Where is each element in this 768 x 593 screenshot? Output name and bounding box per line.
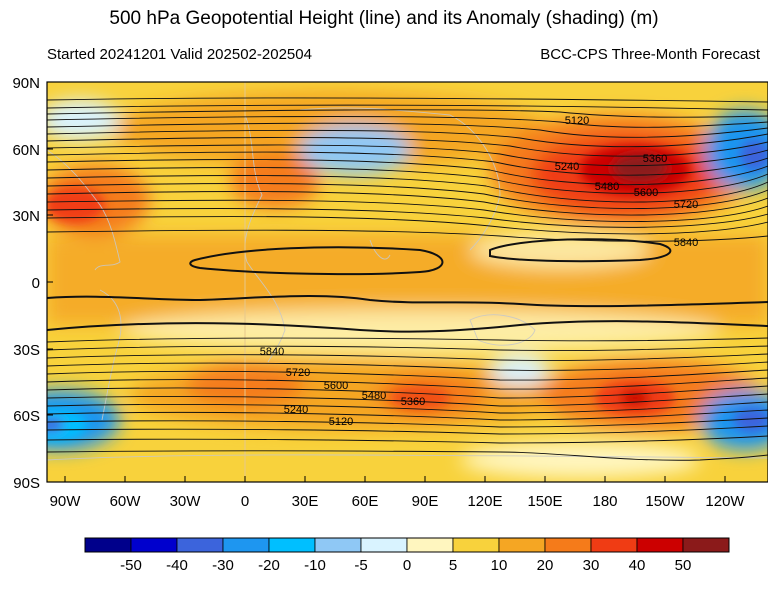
colorbar-swatch (84, 537, 132, 553)
colorbar-swatch (406, 537, 454, 553)
lon-label: 150W (645, 493, 685, 510)
contour-label: 5360 (401, 396, 425, 408)
height-contours-south (47, 337, 768, 461)
eq-contour-line (47, 294, 768, 308)
colorbar-swatch (360, 537, 408, 553)
contour-label: 5720 (286, 367, 310, 379)
colorbar-label: -30 (212, 557, 234, 574)
axis-ticks (47, 81, 726, 483)
colorbar-swatch (636, 537, 684, 553)
height-contours-tropics (47, 238, 768, 333)
contour-label: 5240 (555, 161, 579, 173)
lon-label: 90E (412, 493, 439, 510)
pale-patch-eq (470, 232, 650, 268)
colorbar-label: 5 (448, 557, 458, 574)
tropical-closed-contour-east (489, 238, 672, 263)
red-indian-south (390, 386, 450, 410)
lon-labels: 90W 60W 30W 0 30E 60E 90E 120E 150E 180 … (50, 493, 746, 510)
lon-label: 0 (241, 493, 249, 510)
lat-label: 90S (13, 475, 40, 492)
colorbar-swatch (682, 537, 730, 553)
colorbar-label: 30 (582, 557, 600, 574)
lon-label: 90W (50, 493, 82, 510)
lon-label: 120W (705, 493, 745, 510)
contour-label: 5840 (674, 237, 698, 249)
colorbar-swatch (590, 537, 638, 553)
lon-label: 60E (352, 493, 379, 510)
lon-label: 120E (467, 493, 502, 510)
blue-east-core (734, 408, 768, 432)
colorbar-label: 40 (628, 557, 646, 574)
colorbar-swatch (130, 537, 178, 553)
tropical-closed-contour (189, 246, 444, 276)
colorbar-swatch (222, 537, 270, 553)
lightblue-arctic (47, 100, 120, 140)
colorbar-swatch (452, 537, 500, 553)
lat-label: 0 (32, 275, 40, 292)
lon-label: 180 (592, 493, 617, 510)
lat-labels: 90N 60N 30N 0 30S 60S 90S (12, 75, 40, 492)
lightblue-siberia (300, 125, 410, 175)
contour-label: 5600 (324, 380, 348, 392)
colorbar-label: 10 (490, 557, 508, 574)
lon-label: 60W (110, 493, 142, 510)
coast-antarctica (47, 454, 768, 461)
lat-label: 30N (12, 208, 40, 225)
lon-label: 30E (292, 493, 319, 510)
colorbar-swatch (544, 537, 592, 553)
coast-india (369, 239, 391, 260)
colorbar-label: 20 (536, 557, 554, 574)
orange-europe (230, 152, 320, 208)
contour-label: 5120 (565, 115, 589, 127)
lat-label: 60N (12, 142, 40, 159)
red-atlantic (47, 187, 105, 223)
contour-label: 5360 (643, 153, 667, 165)
colorbar-frame (84, 537, 730, 553)
deepblue-west-south (47, 409, 87, 441)
lat-label: 90N (12, 75, 40, 92)
model-name: BCC-CPS Three-Month Forecast (540, 46, 760, 63)
colorbar-label: -40 (166, 557, 188, 574)
colorbar (84, 537, 730, 553)
colorbar-label: 50 (674, 557, 692, 574)
colorbar-label: -50 (120, 557, 142, 574)
contour-label: 5720 (674, 199, 698, 211)
colorbar-label: 0 (402, 557, 412, 574)
colorbar-swatch (176, 537, 224, 553)
contour-labels: 5120 5240 5360 5480 5600 5720 5840 5840 … (260, 115, 698, 428)
colorbar-swatch (498, 537, 546, 553)
lat-label: 30S (13, 342, 40, 359)
colorbar-swatch (314, 537, 362, 553)
contour-label: 5600 (634, 187, 658, 199)
colorbar-swatch (268, 537, 316, 553)
pale-band-south (120, 308, 720, 352)
coast-n-america (47, 149, 121, 271)
contour-label: 5240 (284, 404, 308, 416)
contour-label: 5480 (595, 181, 619, 193)
figure-title: 500 hPa Geopotential Height (line) and i… (109, 8, 659, 29)
map-area: 5120 5240 5360 5480 5600 5720 5840 5840 … (47, 82, 768, 482)
coast-australia (469, 314, 536, 346)
lon-label: 150E (527, 493, 562, 510)
contour-5840-south (47, 320, 768, 333)
colorbar-label: -5 (354, 557, 368, 574)
contour-5840-north (47, 229, 768, 242)
height-contours-north (47, 97, 768, 242)
contour-label: 5480 (362, 390, 386, 402)
lon-label: 30W (170, 493, 202, 510)
colorbar-swatches (84, 537, 730, 553)
colorbar-label: -20 (258, 557, 280, 574)
run-info: Started 20241201 Valid 202502-202504 (47, 46, 312, 63)
coast-s-america (99, 289, 122, 421)
darkred-south-pacific (620, 390, 650, 406)
blue-north-core (740, 140, 768, 170)
pale-antarctic (460, 442, 700, 478)
contour-label: 5840 (260, 346, 284, 358)
colorbar-label: -10 (304, 557, 326, 574)
contour-label: 5120 (329, 416, 353, 428)
lat-label: 60S (13, 408, 40, 425)
